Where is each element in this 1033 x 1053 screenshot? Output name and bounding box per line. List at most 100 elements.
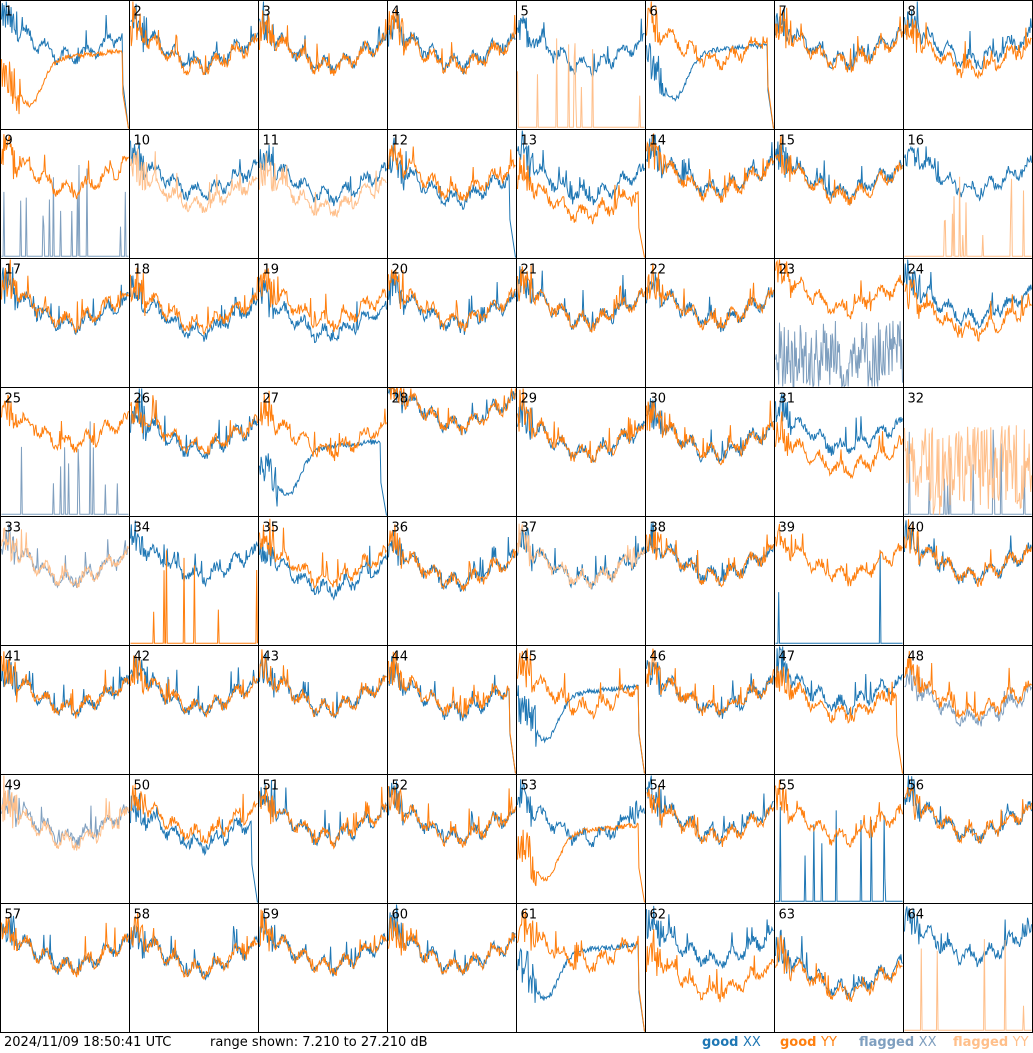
panel-number: 35 <box>263 521 280 536</box>
panel-number: 25 <box>5 392 22 407</box>
panel-number: 29 <box>521 392 538 407</box>
panel-56: 56 <box>903 774 1033 904</box>
panel-63: 63 <box>774 903 904 1033</box>
panel-frame <box>258 645 388 775</box>
series-xx-good <box>775 806 903 902</box>
series-xx-good <box>130 793 258 903</box>
series-xx-good <box>517 16 645 80</box>
panel-62: 62 <box>645 903 775 1033</box>
panel-27: 27 <box>258 387 388 517</box>
series-yy-good <box>1 48 129 129</box>
panel-44: 44 <box>387 645 517 775</box>
panel-number: 41 <box>5 650 22 665</box>
range-label: range shown: 7.210 to 27.210 dB <box>210 1035 428 1050</box>
series-yy-good <box>775 411 903 480</box>
panel-frame <box>516 516 646 646</box>
panel-frame <box>645 645 775 775</box>
panel-number: 5 <box>521 5 529 20</box>
panel-number: 62 <box>650 908 667 923</box>
panel-32: 32 <box>903 387 1033 517</box>
panel-frame <box>258 774 388 904</box>
panel-number: 53 <box>521 779 538 794</box>
panel-46: 46 <box>645 645 775 775</box>
series-yy-good <box>130 1 258 76</box>
panel-frame <box>129 774 259 904</box>
panel-number: 22 <box>650 263 667 278</box>
panel-15: 15 <box>774 129 904 259</box>
series-yy-good <box>388 8 516 75</box>
panel-frame <box>387 645 517 775</box>
panel-number: 32 <box>908 392 925 407</box>
series-yy-good <box>388 387 516 436</box>
panel-64: 64 <box>903 903 1033 1033</box>
series-xx-good <box>259 144 387 207</box>
footer-bar: 2024/11/09 18:50:41 UTC range shown: 7.2… <box>0 1033 1033 1053</box>
series-yy-good <box>904 519 1032 588</box>
series-yy-good <box>1 134 129 200</box>
series-xx-good <box>388 530 516 592</box>
panel-number: 60 <box>392 908 409 923</box>
series-yy-good <box>388 916 516 975</box>
series-yy-good <box>775 666 903 774</box>
series-yy-good <box>259 909 387 977</box>
series-xx-good <box>1 1 129 129</box>
panel-21: 21 <box>516 258 646 388</box>
panel-31: 31 <box>774 387 904 517</box>
panel-number: 42 <box>134 650 151 665</box>
series-yy-good <box>388 651 516 774</box>
panel-8: 8 <box>903 0 1033 130</box>
panel-20: 20 <box>387 258 517 388</box>
panel-number: 56 <box>908 779 925 794</box>
panel-number: 64 <box>908 908 925 923</box>
series-yy-flagged <box>904 425 1032 515</box>
panel-number: 34 <box>134 521 151 536</box>
panel-number: 2 <box>134 5 142 20</box>
panel-frame <box>516 645 646 775</box>
panel-48: 48 <box>903 645 1033 775</box>
legend-good-xx: good XX <box>702 1035 761 1050</box>
panel-number: 15 <box>779 134 796 149</box>
panel-frame <box>0 645 130 775</box>
panel-number: 58 <box>134 908 151 923</box>
panel-frame <box>129 645 259 775</box>
series-yy-good <box>517 648 645 774</box>
panel-number: 48 <box>908 650 925 665</box>
panel-41: 41 <box>0 645 130 775</box>
panel-frame <box>0 258 130 388</box>
panel-frame <box>129 387 259 517</box>
panel-number: 43 <box>263 650 280 665</box>
series-yy-good <box>775 523 903 587</box>
series-yy-good <box>388 524 516 592</box>
panel-number: 10 <box>134 134 151 149</box>
panel-7: 7 <box>774 0 904 130</box>
panel-frame <box>258 516 388 646</box>
panel-frame <box>774 0 904 130</box>
series-yy-good <box>259 390 387 462</box>
series-yy-good <box>130 784 258 845</box>
panel-frame <box>903 903 1033 1033</box>
panel-number: 26 <box>134 392 151 407</box>
panel-17: 17 <box>0 258 130 388</box>
panel-frame <box>258 0 388 130</box>
series-yy-good <box>1 651 129 719</box>
panel-26: 26 <box>129 387 259 517</box>
panel-12: 12 <box>387 129 517 259</box>
panel-number: 37 <box>521 521 538 536</box>
panel-number: 57 <box>5 908 22 923</box>
series-yy-good <box>646 784 774 848</box>
series-yy-good <box>259 649 387 718</box>
panel-frame <box>903 258 1033 388</box>
panel-22: 22 <box>645 258 775 388</box>
panel-number: 61 <box>521 908 538 923</box>
panel-frame <box>387 774 517 904</box>
panel-25: 25 <box>0 387 130 517</box>
panel-43: 43 <box>258 645 388 775</box>
series-yy-good <box>130 395 258 456</box>
series-yy-flagged <box>130 148 258 214</box>
panel-number: 12 <box>392 134 409 149</box>
panel-number: 4 <box>392 5 400 20</box>
panel-frame <box>645 774 775 904</box>
panel-number: 14 <box>650 134 667 149</box>
panel-number: 16 <box>908 134 925 149</box>
series-yy-good <box>1 394 129 453</box>
